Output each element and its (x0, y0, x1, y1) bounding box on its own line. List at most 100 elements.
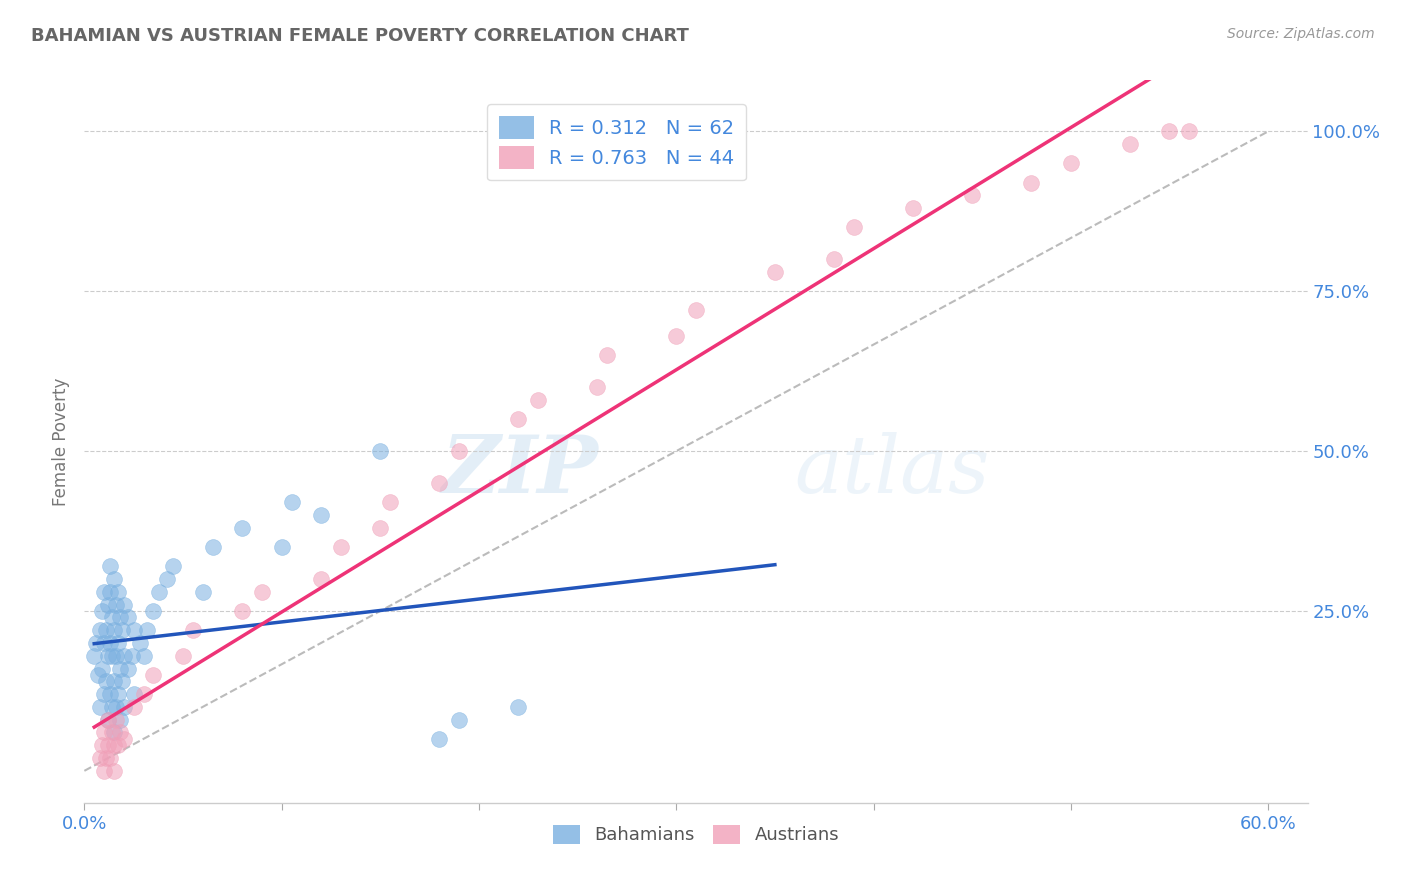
Point (101, 725, 124, 739)
Point (368, 521, 391, 535)
Point (280, 495, 302, 509)
Point (91, 604, 114, 618)
Point (93, 584, 115, 599)
Point (201, 540, 224, 554)
Point (104, 598, 127, 612)
Point (97, 713, 120, 727)
Point (121, 648, 143, 663)
Point (83, 648, 105, 663)
Point (823, 252, 845, 267)
Point (107, 738, 129, 752)
Point (91, 738, 114, 752)
Point (107, 584, 129, 599)
Point (148, 584, 170, 599)
Point (901, 201, 924, 215)
Point (93, 636, 115, 650)
Point (136, 623, 159, 637)
Point (429, 731, 451, 746)
Point (103, 674, 125, 689)
Point (101, 648, 124, 663)
Point (101, 610, 124, 624)
Point (429, 476, 451, 491)
Point (842, 220, 865, 235)
Point (97, 648, 120, 663)
Point (156, 572, 179, 586)
Point (91, 661, 114, 675)
Legend: Bahamians, Austrians: Bahamians, Austrians (546, 818, 846, 852)
Point (93, 725, 115, 739)
Point (103, 623, 125, 637)
Point (103, 572, 125, 586)
Point (132, 648, 155, 663)
Point (97, 598, 120, 612)
Point (94, 623, 117, 637)
Point (93, 764, 115, 778)
Point (94, 674, 117, 689)
Point (172, 648, 194, 663)
Point (128, 636, 150, 650)
Point (231, 604, 253, 618)
Point (108, 713, 131, 727)
Point (84, 636, 107, 650)
Point (368, 444, 391, 458)
Point (89, 623, 111, 637)
Point (1119, 137, 1142, 152)
Point (132, 687, 155, 701)
Point (103, 764, 125, 778)
Text: ZIP: ZIP (441, 432, 598, 509)
Point (508, 412, 530, 426)
Point (449, 713, 471, 727)
Point (122, 687, 145, 701)
Point (98, 687, 121, 701)
Point (111, 623, 134, 637)
Point (250, 584, 273, 599)
Y-axis label: Female Poverty: Female Poverty (52, 377, 70, 506)
Point (142, 668, 165, 682)
Point (181, 623, 204, 637)
Point (527, 392, 550, 407)
Point (117, 610, 139, 624)
Point (108, 610, 131, 624)
Point (117, 661, 139, 675)
Point (309, 572, 332, 586)
Point (763, 265, 786, 279)
Point (960, 188, 983, 202)
Point (104, 648, 127, 663)
Point (104, 713, 127, 727)
Point (162, 559, 184, 574)
Point (98, 636, 121, 650)
Point (107, 687, 129, 701)
Point (270, 540, 292, 554)
Point (142, 604, 165, 618)
Point (309, 508, 332, 522)
Point (112, 648, 135, 663)
Point (665, 329, 688, 343)
Point (112, 731, 135, 746)
Point (98, 559, 121, 574)
Text: BAHAMIAN VS AUSTRIAN FEMALE POVERTY CORRELATION CHART: BAHAMIAN VS AUSTRIAN FEMALE POVERTY CORR… (31, 27, 689, 45)
Point (1178, 124, 1201, 138)
Point (1021, 176, 1043, 190)
Point (1159, 124, 1181, 138)
Point (122, 623, 145, 637)
Point (122, 699, 145, 714)
Point (97, 738, 120, 752)
Point (1060, 156, 1083, 170)
Point (111, 674, 134, 689)
Point (112, 598, 135, 612)
Point (87, 668, 110, 682)
Point (112, 699, 135, 714)
Point (93, 687, 115, 701)
Point (98, 584, 121, 599)
Point (89, 751, 111, 765)
Point (97, 713, 120, 727)
Point (596, 348, 619, 362)
Point (685, 303, 707, 318)
Text: atlas: atlas (794, 432, 990, 509)
Point (508, 699, 530, 714)
Point (191, 584, 214, 599)
Point (103, 738, 125, 752)
Text: Source: ZipAtlas.com: Source: ZipAtlas.com (1227, 27, 1375, 41)
Point (101, 699, 124, 714)
Point (103, 725, 125, 739)
